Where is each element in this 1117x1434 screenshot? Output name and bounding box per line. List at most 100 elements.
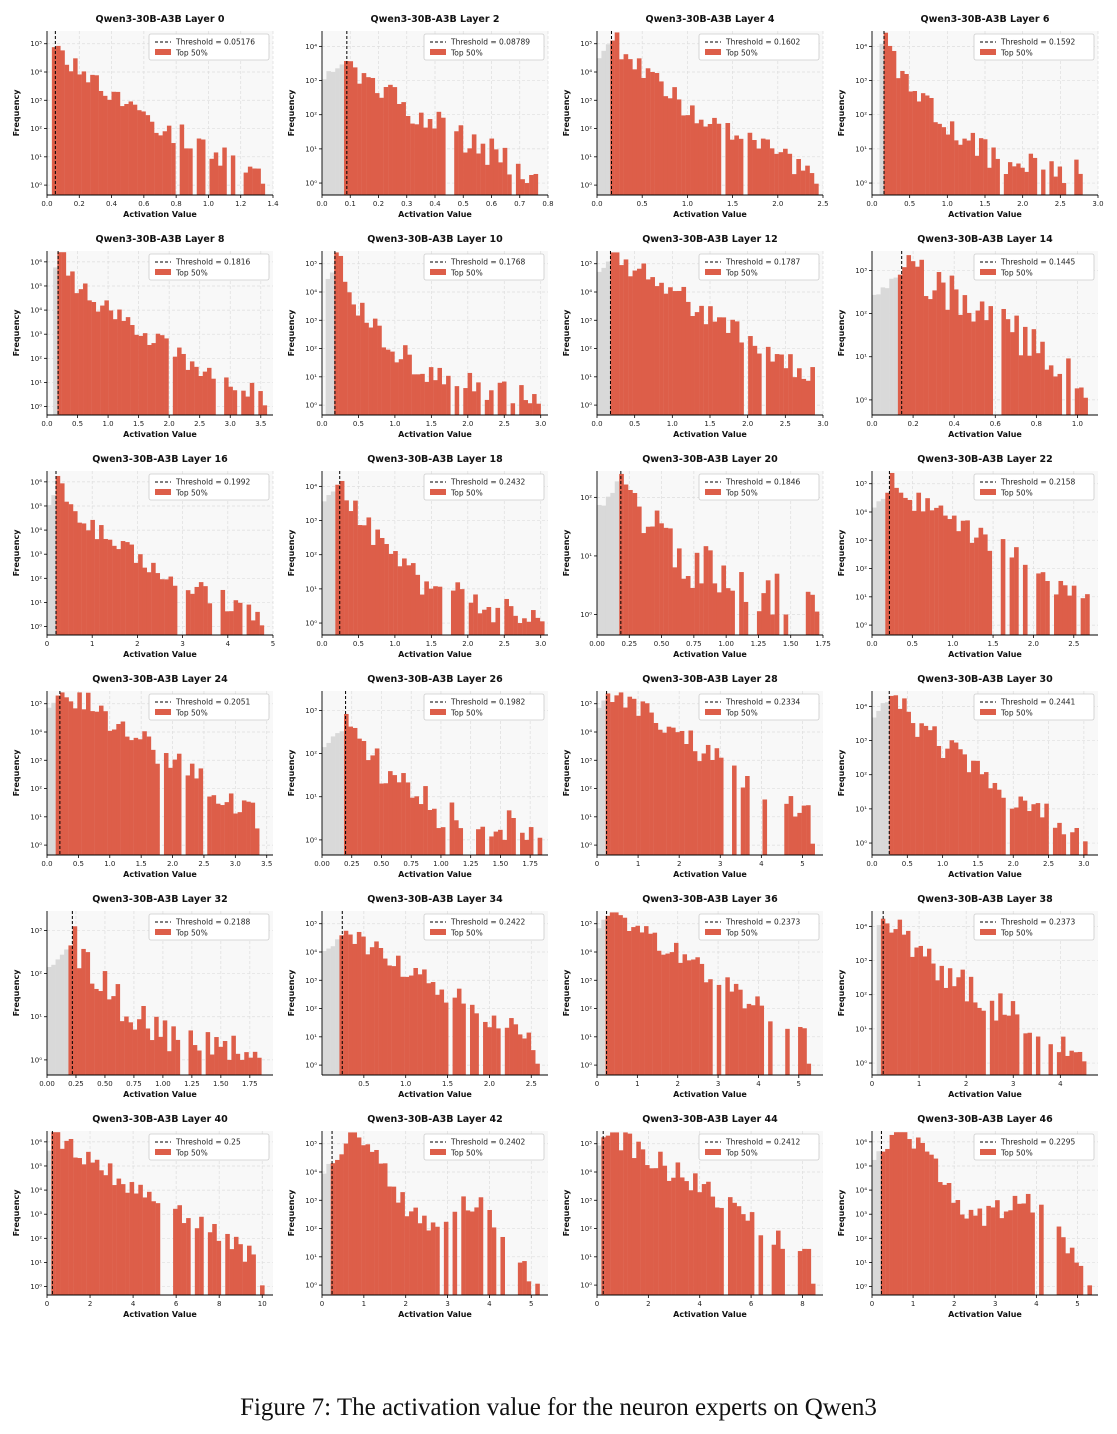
histogram-bar: [116, 1178, 122, 1295]
histogram-bar: [356, 1137, 362, 1295]
histogram-panel: 0.00 0.25 0.50 0.75 1.00 1.25 1.50 1.7510⁰10¹10…: [287, 674, 548, 879]
histogram-bar: [449, 802, 455, 855]
y-tick-label: 10⁴: [855, 923, 867, 931]
histogram-bar: [209, 158, 214, 195]
histogram-bar: [814, 611, 820, 635]
histogram-bar: [610, 702, 615, 855]
legend-top-label: Top 50%: [175, 269, 208, 278]
histogram-bar: [971, 321, 976, 415]
histogram-bar: [440, 827, 446, 855]
y-tick-label: 10⁵: [30, 1162, 42, 1170]
histogram-bar: [893, 695, 899, 855]
histogram-bar: [229, 611, 234, 635]
histogram-bar: [194, 586, 200, 635]
histogram-bar: [90, 1162, 96, 1295]
histogram-bar: [610, 492, 615, 635]
histogram-bar: [601, 267, 607, 415]
histogram-bar: [814, 183, 819, 195]
histogram-bar: [181, 1223, 187, 1295]
histogram-bar: [194, 1228, 200, 1295]
histogram-bar: [986, 1205, 991, 1295]
x-axis-label: Activation Value: [398, 430, 472, 439]
histogram-bar: [752, 345, 758, 415]
histogram-bar: [207, 1232, 213, 1295]
histogram-bar: [703, 324, 709, 415]
legend-top-swatch: [705, 929, 721, 935]
histogram-bar: [933, 122, 938, 195]
histogram-bar: [623, 1132, 628, 1295]
histogram-bar: [61, 252, 67, 415]
histogram-bar: [751, 1005, 756, 1075]
histogram-bar: [326, 495, 332, 635]
histogram-bar: [485, 164, 490, 195]
histogram-bar: [663, 527, 669, 635]
histogram-bar: [896, 78, 901, 195]
histogram-bar: [759, 1005, 765, 1075]
histogram-bar: [770, 614, 775, 635]
legend-threshold-label: Threshold = 0.1768: [450, 258, 525, 267]
panel-title: Qwen3-30B-A3B Layer 14: [917, 234, 1053, 245]
histogram-bar: [454, 386, 460, 415]
histogram-bar: [1005, 319, 1011, 415]
histogram-bar: [418, 804, 424, 855]
histogram-bar: [605, 44, 611, 196]
x-axis-label: Activation Value: [123, 1090, 197, 1099]
y-tick-label: 10⁰: [305, 402, 317, 410]
y-tick-label: 10¹: [580, 153, 592, 161]
legend-top-swatch: [980, 269, 996, 275]
histogram-bar: [907, 499, 913, 635]
histogram-panel: 0.0 0.5 1.0 1.5 2.0 2.5 3.010⁰10¹10²10³10⁴Qwen…: [837, 14, 1104, 219]
histogram-bar: [885, 1148, 890, 1295]
histogram-bars: [872, 1132, 1093, 1295]
histogram-bar: [659, 282, 664, 415]
histogram-bar: [978, 527, 984, 635]
y-tick-label: 10⁴: [305, 289, 317, 297]
histogram-bar: [671, 1177, 676, 1295]
histogram-bar: [107, 99, 112, 195]
histogram-bar: [51, 495, 56, 635]
y-tick-label: 10²: [305, 1005, 317, 1013]
histogram-bar: [366, 77, 371, 195]
histogram-bar: [938, 505, 944, 635]
x-tick-label: 2.5: [780, 420, 791, 428]
histogram-bar: [454, 820, 459, 855]
x-tick-label: 2.0: [167, 860, 178, 868]
histogram-bar: [235, 1053, 241, 1075]
x-tick-label: 1.25: [184, 1080, 200, 1088]
histogram-bar: [965, 520, 970, 635]
histogram-bar: [771, 1244, 777, 1295]
histogram-bar: [523, 400, 529, 415]
x-tick-label: 5: [797, 1080, 801, 1088]
histogram-bar: [914, 947, 919, 1075]
x-tick-label: 1.0: [103, 420, 114, 428]
histogram-bar: [663, 293, 669, 415]
x-tick-label: 2.5: [198, 860, 209, 868]
x-tick-label: 1.5: [979, 200, 990, 208]
histogram-bar: [81, 948, 86, 1075]
histogram-bars: [597, 912, 812, 1075]
histogram-bar: [369, 947, 375, 1075]
histogram-bar: [404, 976, 410, 1075]
histogram-bar: [199, 1216, 204, 1295]
histogram-bar: [939, 965, 944, 1075]
histogram-bar: [250, 802, 256, 855]
histogram-bar: [805, 165, 810, 195]
histogram-bar: [712, 117, 717, 195]
histogram-bar: [894, 487, 899, 635]
histogram-bar: [374, 941, 379, 1075]
x-tick-label: 1.5: [972, 860, 983, 868]
histogram-bar: [86, 1151, 91, 1295]
histogram-bar: [1010, 1001, 1016, 1075]
legend-top-label: Top 50%: [175, 489, 208, 498]
x-tick-label: 1.0: [104, 860, 115, 868]
histogram-bar: [463, 388, 468, 415]
histogram-bar: [1027, 1032, 1032, 1075]
histogram-bar: [923, 296, 929, 415]
histogram-bar: [597, 928, 602, 1075]
y-axis-label: Frequency: [562, 1189, 571, 1237]
histogram-bar: [529, 174, 534, 195]
histogram-bar: [739, 342, 744, 415]
x-tick-label: 2.0: [742, 420, 753, 428]
y-tick-label: 10²: [30, 970, 42, 978]
